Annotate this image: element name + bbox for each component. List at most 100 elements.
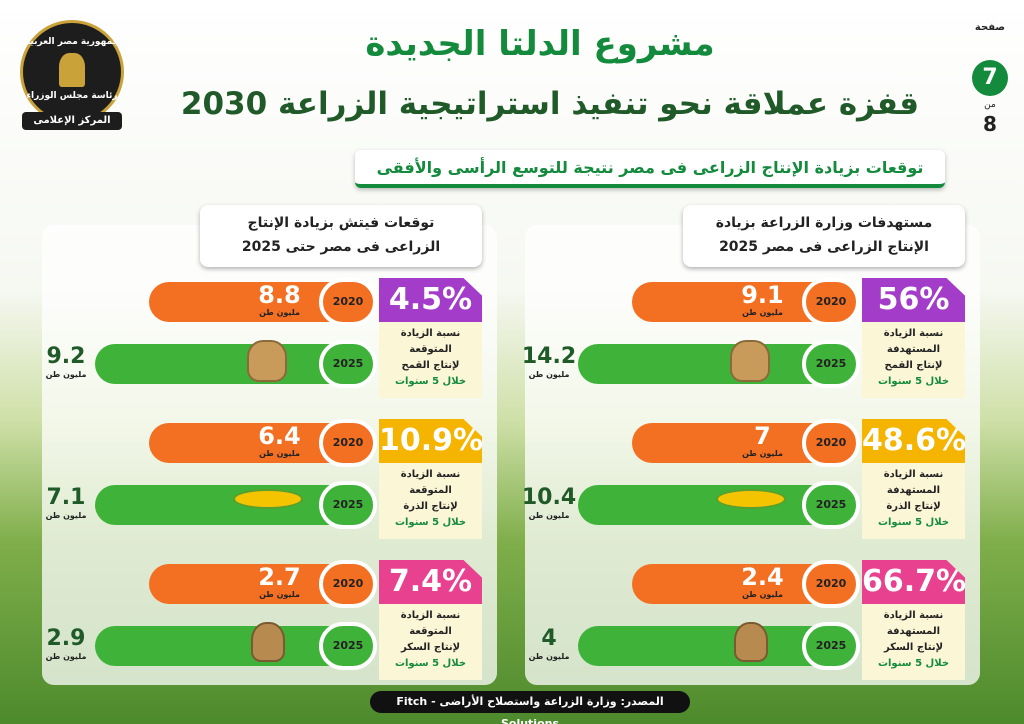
logo: جمهورية مصر العربية رئاسة مجلس الوزراء	[20, 20, 124, 124]
panel: مستهدفات وزارة الزراعة بزيادة الإنتاج الز…	[522, 205, 980, 685]
period: خلال 5 سنوات	[877, 517, 950, 528]
logo-line: المركز الإعلامى	[22, 112, 122, 130]
crop-icon	[233, 477, 303, 527]
bar-2025	[578, 626, 828, 666]
label-line: لإنتاج السكر	[400, 642, 461, 653]
title: مشروع الدلتا الجديدة	[365, 24, 715, 64]
label-line: المتوقعة	[409, 485, 452, 496]
page-of: من	[984, 100, 996, 110]
unit: مليون طن	[742, 449, 783, 458]
year-start: 2020	[802, 560, 860, 608]
panel-title-line: الإنتاج الزراعى فى مصر 2025	[719, 239, 929, 255]
value-end-number: 7.1	[46, 485, 86, 510]
logo-line: رئاسة مجلس الوزراء	[26, 91, 118, 101]
bar-2020	[149, 282, 344, 322]
period: خلال 5 سنوات	[877, 376, 950, 387]
unit: مليون طن	[742, 308, 783, 317]
value-start: 9.1 مليون طن	[720, 282, 805, 322]
percent-label: نسبة الزيادة المتوقعة لإنتاج القمح خلال 5 س…	[379, 322, 482, 398]
year-end: 2025	[319, 340, 377, 388]
sugar-sack	[734, 622, 768, 662]
bar-2020	[149, 564, 344, 604]
page-label: صفحة	[974, 22, 1006, 33]
bar-2025	[95, 485, 345, 525]
value-end-number: 10.4	[521, 485, 577, 510]
percent-tag: 56%	[862, 278, 965, 322]
label-line: لإنتاج القمح	[401, 360, 460, 371]
value-end-number: 2.9	[46, 626, 86, 651]
label-line: نسبة الزيادة	[400, 469, 461, 480]
label-line: المتوقعة	[409, 344, 452, 355]
bar-2020	[632, 423, 827, 463]
percent-tag: 7.4%	[379, 560, 482, 604]
value-end: 14.2 مليون طن	[517, 344, 581, 384]
unit: مليون طن	[45, 511, 87, 520]
year-end: 2025	[319, 622, 377, 670]
unit: مليون طن	[528, 511, 570, 520]
crop-icon	[247, 618, 291, 668]
value-start: 8.8 مليون طن	[237, 282, 322, 322]
label-line: نسبة الزيادة	[883, 469, 944, 480]
period: خلال 5 سنوات	[394, 658, 467, 669]
label-line: نسبة الزيادة	[400, 328, 461, 339]
value-end: 10.4 مليون طن	[517, 485, 581, 525]
percent-label: نسبة الزيادة المتوقعة لإنتاج الذرة خلال 5 س…	[379, 463, 482, 539]
value-start-number: 7	[754, 422, 771, 450]
crop-icon	[730, 618, 774, 668]
logo-line: جمهورية مصر العربية	[24, 37, 120, 47]
bar-2025	[95, 344, 345, 384]
unit: مليون طن	[259, 449, 300, 458]
label-line: المستهدفة	[886, 626, 941, 637]
period: خلال 5 سنوات	[394, 517, 467, 528]
bar-2020	[632, 282, 827, 322]
percent-tag: 4.5%	[379, 278, 482, 322]
value-start: 2.7 مليون طن	[237, 564, 322, 604]
percent-label: نسبة الزيادة المستهدفة لإنتاج السكر خلال 5 …	[862, 604, 965, 680]
unit: مليون طن	[528, 652, 570, 661]
unit: مليون طن	[259, 308, 300, 317]
label-line: نسبة الزيادة	[883, 328, 944, 339]
period: خلال 5 سنوات	[877, 658, 950, 669]
year-end: 2025	[802, 340, 860, 388]
label-line: لإنتاج الذرة	[403, 501, 458, 512]
year-end: 2025	[319, 481, 377, 529]
value-start-number: 8.8	[258, 281, 301, 309]
bar-2025	[95, 626, 345, 666]
value-start-number: 2.7	[258, 563, 301, 591]
value-start-number: 9.1	[741, 281, 784, 309]
panel-title-line: مستهدفات وزارة الزراعة بزيادة	[715, 215, 933, 231]
panel: توقعات فيتش بزيادة الإنتاج الزراعى فى مصر…	[42, 205, 497, 685]
subtitle: قفزة عملاقة نحو تنفيذ استراتيجية الزراعة…	[180, 86, 920, 122]
percent-label: نسبة الزيادة المستهدفة لإنتاج الذرة خلال 5 …	[862, 463, 965, 539]
value-end: 2.9 مليون طن	[34, 626, 98, 666]
wheat-sack	[730, 340, 770, 382]
value-end-number: 14.2	[521, 344, 577, 369]
value-start: 7 مليون طن	[720, 423, 805, 463]
panel-title-line: الزراعى فى مصر حتى 2025	[241, 239, 441, 255]
bar-2020	[149, 423, 344, 463]
page-current: 7	[972, 60, 1008, 96]
percent-label: نسبة الزيادة المتوقعة لإنتاج السكر خلال 5 س…	[379, 604, 482, 680]
bar-2020	[632, 564, 827, 604]
sugar-sack	[251, 622, 285, 662]
period: خلال 5 سنوات	[394, 376, 467, 387]
panel-title-line: توقعات فيتش بزيادة الإنتاج	[247, 215, 435, 231]
value-start: 2.4 مليون طن	[720, 564, 805, 604]
corn	[233, 489, 303, 509]
unit: مليون طن	[259, 590, 300, 599]
crop-icon	[247, 336, 291, 386]
crop-icon	[730, 336, 774, 386]
label-line: لإنتاج الذرة	[886, 501, 941, 512]
value-end-number: 9.2	[46, 344, 86, 369]
page-indicator: صفحة 7 من 8	[970, 8, 1010, 138]
unit: مليون طن	[45, 652, 87, 661]
year-start: 2020	[802, 419, 860, 467]
label-line: لإنتاج السكر	[883, 642, 944, 653]
value-start: 6.4 مليون طن	[237, 423, 322, 463]
year-end: 2025	[802, 481, 860, 529]
value-end-number: 4	[541, 626, 557, 651]
unit: مليون طن	[528, 370, 570, 379]
percent-tag: 10.9%	[379, 419, 482, 463]
unit: مليون طن	[742, 590, 783, 599]
